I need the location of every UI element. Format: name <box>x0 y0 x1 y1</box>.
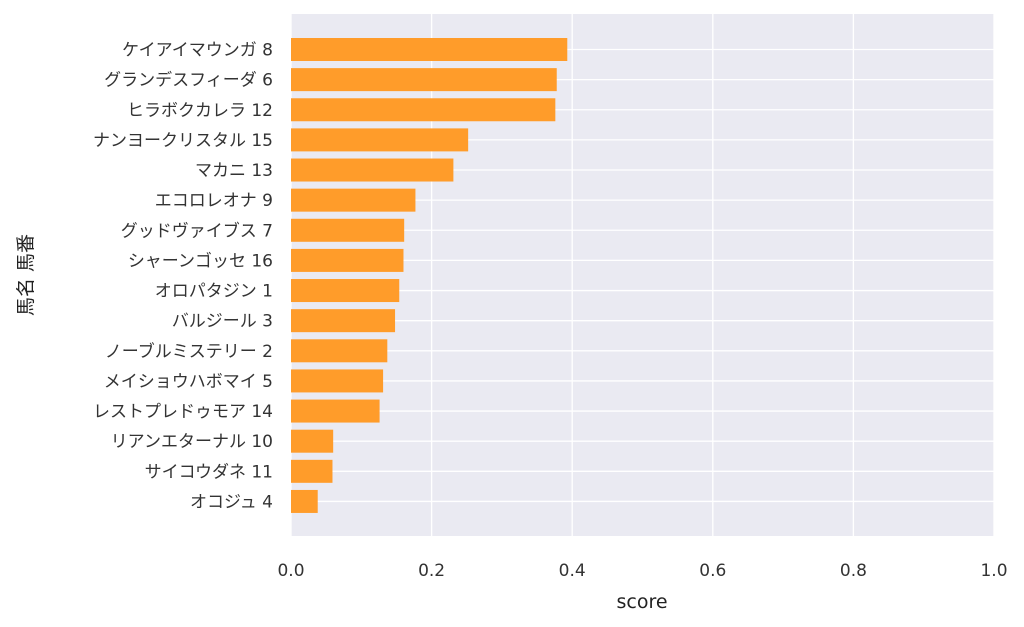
bar <box>291 339 388 363</box>
y-tick-label: ナンヨークリスタル 15 <box>93 131 273 151</box>
x-tick-label: 0.2 <box>418 561 445 581</box>
y-tick-labels: ケイアイマウンガ 8 グランデスフィーダ 6 ヒラボクカレラ 12 ナンヨークリスタル… <box>93 41 273 513</box>
bar <box>291 248 404 272</box>
y-tick-label: ヒラボクカレラ 12 <box>127 101 273 121</box>
bar <box>291 489 318 513</box>
y-tick-label: メイショウハボマイ 5 <box>104 372 273 392</box>
bars <box>291 38 568 513</box>
bar <box>291 98 556 122</box>
bar <box>291 279 400 303</box>
bar <box>291 68 557 92</box>
bar <box>291 369 384 393</box>
y-tick-label: マカニ 13 <box>195 161 273 181</box>
bar <box>291 38 568 61</box>
y-tick-label: グランデスフィーダ 6 <box>104 70 273 91</box>
plot-background <box>291 14 994 536</box>
bar <box>291 399 380 423</box>
x-axis-label: score <box>616 591 667 613</box>
y-tick-label: ケイアイマウンガ 8 <box>122 41 273 61</box>
x-tick-labels: 0.0 0.2 0.4 0.6 0.8 1.0 <box>277 561 1007 581</box>
y-axis-label: 馬名 馬番 <box>15 234 37 316</box>
y-tick-label: リアンエターナル 10 <box>111 432 273 452</box>
y-tick-label: ノーブルミステリー 2 <box>105 341 273 362</box>
x-tick-label: 0.6 <box>699 561 726 581</box>
y-tick-label: レストプレドゥモア 14 <box>93 402 273 422</box>
bar <box>291 128 469 152</box>
bar <box>291 188 416 212</box>
bar <box>291 158 454 182</box>
x-tick-label: 0.4 <box>559 561 586 581</box>
y-tick-label: サイコウダネ 11 <box>145 462 273 482</box>
x-tick-label: 1.0 <box>980 561 1007 581</box>
bar <box>291 429 334 453</box>
x-tick-label: 0.8 <box>840 561 867 581</box>
y-tick-label: オコジュ 4 <box>190 492 273 512</box>
y-tick-label: バルジール 3 <box>172 312 273 332</box>
bar <box>291 218 405 242</box>
bar <box>291 459 333 483</box>
y-tick-label: グッドヴァイブス 7 <box>121 220 273 241</box>
y-tick-label: オロパタジン 1 <box>155 282 273 302</box>
bar <box>291 309 396 333</box>
y-tick-label: エコロレオナ 9 <box>155 191 273 211</box>
x-tick-label: 0.0 <box>277 561 304 581</box>
y-tick-label: シャーンゴッセ 16 <box>128 250 273 271</box>
